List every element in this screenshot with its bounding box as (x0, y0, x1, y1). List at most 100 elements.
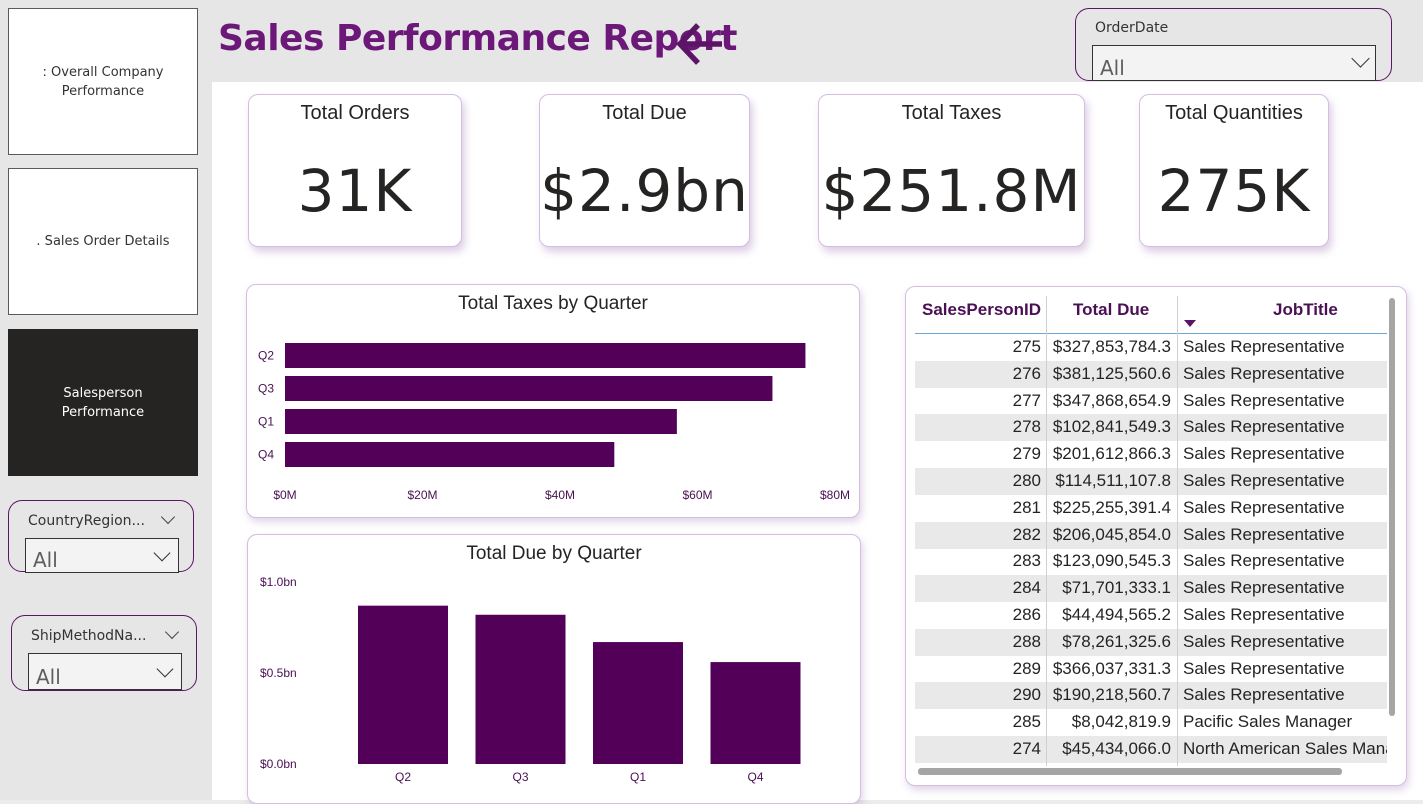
table-row[interactable]: 274 $45,434,066.0 North American Sales Man… (915, 736, 1387, 763)
cell-total-due: $201,612,866.3 (1052, 444, 1171, 464)
ship-method-dropdown[interactable]: All (28, 653, 182, 690)
cell-salespersonid: 274 (1012, 739, 1041, 758)
taxes-bar-chart-svg: Q2 Q3 Q1 Q4 $0M $20M $40M $60M $80M (258, 343, 850, 502)
column (475, 614, 566, 764)
cell-salespersonid: 286 (1012, 605, 1041, 624)
kpi-label: Total Due (602, 102, 687, 124)
cell-salespersonid: 288 (1012, 631, 1041, 651)
cell-jobtitle: Sales Representative (1183, 390, 1345, 410)
table-row[interactable]: 275 $327,853,784.3 Sales Representative (915, 334, 1387, 361)
table-row[interactable]: 285 $8,042,819.9 Pacific Sales Manager (915, 709, 1387, 736)
cell-salespersonid: 276 (1012, 363, 1041, 383)
chevron-down-icon[interactable] (164, 624, 180, 640)
cell-salespersonid: 278 (1012, 417, 1041, 437)
cell-jobtitle: Sales Representative (1183, 497, 1345, 517)
cell-total-due: $347,868,654.9 (1052, 390, 1171, 410)
order-date-dropdown[interactable]: All (1092, 45, 1376, 81)
country-region-slicer: CountryRegion... All (8, 500, 194, 573)
column-header-jobtitle[interactable]: JobTitle (1273, 300, 1338, 319)
nav-salesperson-label: Salesperson Performance (61, 385, 145, 420)
chevron-down-icon[interactable] (160, 509, 176, 525)
tick-label: $0M (273, 488, 296, 502)
cell-salespersonid: 277 (1012, 390, 1041, 410)
tick-label: $60M (682, 488, 712, 502)
column-header-total-due[interactable]: Total Due (1073, 300, 1150, 319)
cell-jobtitle: Sales Representative (1183, 658, 1345, 678)
table-row[interactable]: 277 $347,868,654.9 Sales Representative (915, 388, 1387, 415)
cell-jobtitle: North American Sales Manager (1183, 739, 1387, 758)
due-by-quarter-chart: Total Due by Quarter $1.0bn $0.5bn $0.0bn Q… (247, 534, 861, 804)
cell-jobtitle: Sales Representative (1183, 524, 1345, 544)
nav-overall-company-performance-button[interactable]: : Overall Company Performance (8, 8, 198, 155)
order-date-slicer: OrderDate All (1075, 8, 1392, 81)
cell-total-due: $71,701,333.1 (1062, 578, 1171, 598)
table-row[interactable]: 283 $123,090,545.3 Sales Representative (915, 548, 1387, 575)
back-arrow-icon[interactable] (676, 22, 724, 66)
table-row[interactable]: 281 $225,255,391.4 Sales Representative (915, 495, 1387, 522)
kpi-card-total-taxes: Total Taxes $251.8M (818, 94, 1085, 247)
chart-title: Total Due by Quarter (466, 543, 642, 564)
table-row[interactable]: 286 $44,494,565.2 Sales Representative (915, 602, 1387, 629)
country-dropdown-value: All (33, 548, 58, 572)
order-date-dropdown-value: All (1100, 56, 1125, 80)
category-label: Q1 (630, 770, 646, 784)
cell-salespersonid: 284 (1012, 578, 1041, 598)
table-row[interactable]: 278 $102,841,549.3 Sales Representative (915, 414, 1387, 442)
cell-total-due: $114,511,107.8 (1055, 471, 1171, 490)
kpi-card-total-due: Total Due $2.9bn (539, 94, 750, 247)
cell-total-due: $381,125,560.6 (1052, 363, 1171, 383)
table-row[interactable]: 289 $366,037,331.3 Sales Representative (915, 656, 1387, 683)
cell-salespersonid: 279 (1012, 444, 1041, 464)
nav-salesperson-performance-button[interactable]: Salesperson Performance (8, 329, 198, 476)
table-row[interactable]: 284 $71,701,333.1 Sales Representative (915, 575, 1387, 603)
tick-label: $1.0bn (260, 575, 297, 589)
column-divider (1046, 296, 1047, 766)
cell-jobtitle: Sales Representative (1183, 471, 1345, 490)
chevron-down-icon (1351, 49, 1370, 68)
horizontal-scrollbar[interactable] (918, 768, 1342, 775)
cell-total-due: $225,255,391.4 (1052, 497, 1171, 517)
column-header-salespersonid[interactable]: SalesPersonID (922, 300, 1042, 319)
vertical-scrollbar[interactable] (1389, 298, 1395, 716)
table-row[interactable]: 282 $206,045,854.0 Sales Representative (915, 521, 1387, 549)
country-dropdown[interactable]: All (25, 538, 179, 573)
cell-total-due: $78,261,325.6 (1062, 631, 1171, 651)
cell-total-due: $44,494,565.2 (1062, 605, 1171, 624)
cell-salespersonid: 283 (1012, 551, 1041, 571)
bar (285, 376, 773, 401)
sort-descending-icon[interactable] (1184, 320, 1196, 328)
kpi-value: $2.9bn (540, 157, 749, 225)
table-row[interactable]: 290 $190,218,560.7 Sales Representative (915, 682, 1387, 710)
cell-jobtitle: Sales Representative (1183, 363, 1345, 383)
cell-jobtitle: Sales Representative (1183, 444, 1345, 464)
kpi-label: Total Quantities (1165, 102, 1303, 124)
kpi-label: Total Taxes (901, 102, 1002, 124)
tick-label: $0.5bn (260, 666, 297, 680)
bar (285, 442, 615, 467)
category-label: Q2 (258, 349, 274, 363)
table-row[interactable]: 280 $114,511,107.8 Sales Representative (915, 468, 1387, 495)
cell-salespersonid: 275 (1012, 337, 1041, 356)
category-label: Q4 (747, 770, 763, 784)
cell-jobtitle: Sales Representative (1183, 578, 1345, 598)
order-date-slicer-title: OrderDate (1095, 20, 1169, 36)
cell-salespersonid: 285 (1012, 712, 1041, 732)
nav-order-details-label: . Sales Order Details (36, 234, 170, 249)
table-header: SalesPersonID Total Due JobTitle (915, 296, 1387, 334)
cell-jobtitle: Sales Representative (1183, 685, 1345, 705)
page-title: Sales Performance Report (218, 18, 737, 59)
table-row[interactable]: 276 $381,125,560.6 Sales Representative (915, 360, 1387, 388)
category-label: Q3 (258, 382, 274, 396)
nav-sales-order-details-button[interactable]: . Sales Order Details (8, 168, 198, 315)
due-column-chart-svg: $1.0bn $0.5bn $0.0bn Q2 Q3 Q1 Q4 (260, 575, 801, 784)
column-divider (1177, 296, 1178, 766)
cell-total-due: $45,434,066.0 (1062, 739, 1171, 758)
table-row[interactable]: 288 $78,261,325.6 Sales Representative (915, 628, 1387, 656)
nav-overall-label: : Overall Company Performance (42, 64, 164, 99)
cell-total-due: $123,090,545.3 (1052, 551, 1171, 571)
kpi-value: 275K (1157, 157, 1311, 225)
kpi-card-total-quantities: Total Quantities 275K (1139, 94, 1329, 247)
table-row[interactable]: 279 $201,612,866.3 Sales Representative (915, 441, 1387, 468)
ship-slicer-title: ShipMethodNa... (31, 628, 147, 644)
cell-salespersonid: 282 (1012, 524, 1041, 544)
